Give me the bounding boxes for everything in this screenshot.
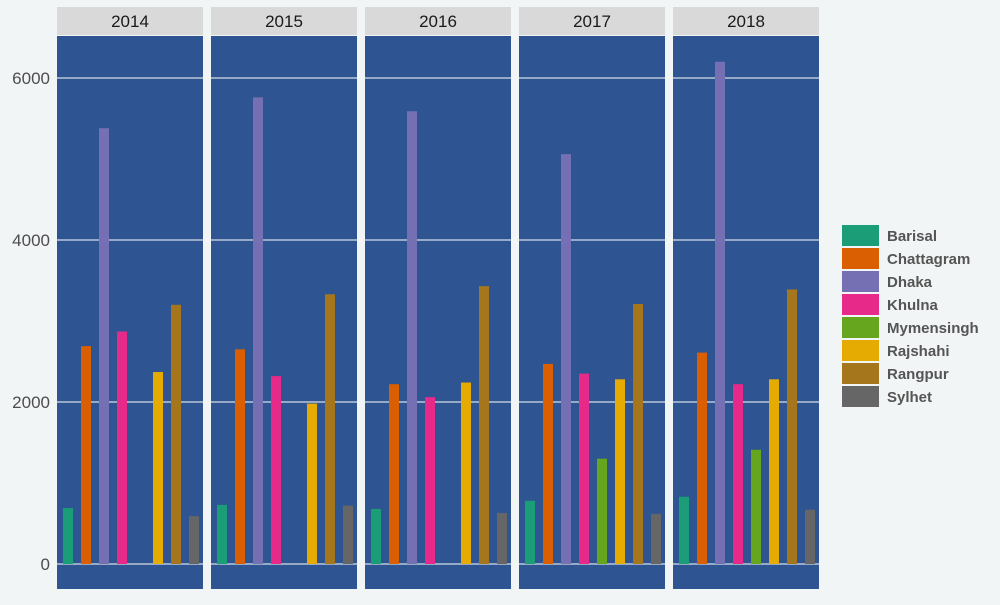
bar-dhaka-2014 xyxy=(99,128,109,564)
facet-strip-2018 xyxy=(673,7,819,35)
bar-rangpur-2018 xyxy=(787,289,797,564)
facet-label-2018: 2018 xyxy=(727,12,765,31)
y-tick-label: 0 xyxy=(41,555,50,574)
bar-rajshahi-2018 xyxy=(769,379,779,564)
legend-key-sylhet xyxy=(842,386,879,407)
panel-2018 xyxy=(673,36,819,589)
legend-label-dhaka: Dhaka xyxy=(887,274,933,291)
bar-mymensingh-2018 xyxy=(751,449,761,564)
legend-key-chattagram xyxy=(842,248,879,269)
panel-2017 xyxy=(519,36,665,589)
facet-strip-2017 xyxy=(519,7,665,35)
legend-label-barisal: Barisal xyxy=(887,228,937,245)
panel-2016 xyxy=(365,36,511,589)
bar-chattagram-2014 xyxy=(81,346,91,564)
bar-sylhet-2017 xyxy=(651,513,661,564)
bar-chattagram-2017 xyxy=(543,363,553,564)
bar-khulna-2016 xyxy=(425,397,435,564)
bar-sylhet-2014 xyxy=(189,516,199,564)
panel-2014 xyxy=(57,36,203,589)
bar-chattagram-2015 xyxy=(235,349,245,564)
bar-barisal-2017 xyxy=(525,500,535,564)
bar-rajshahi-2017 xyxy=(615,379,625,564)
bar-barisal-2018 xyxy=(679,496,689,564)
bar-sylhet-2015 xyxy=(343,505,353,564)
legend-label-mymensingh: Mymensingh xyxy=(887,320,979,337)
bar-barisal-2015 xyxy=(217,504,227,564)
bar-rangpur-2015 xyxy=(325,294,335,564)
bar-khulna-2015 xyxy=(271,376,281,564)
panel-2015 xyxy=(211,36,357,589)
bar-dhaka-2017 xyxy=(561,154,571,564)
bar-dhaka-2015 xyxy=(253,97,263,564)
bar-rangpur-2016 xyxy=(479,286,489,564)
facet-label-2016: 2016 xyxy=(419,12,457,31)
y-tick-label: 4000 xyxy=(12,231,50,250)
bar-dhaka-2018 xyxy=(715,61,725,565)
legend-key-rangpur xyxy=(842,363,879,384)
y-tick-label: 2000 xyxy=(12,393,50,412)
facet-strip-2016 xyxy=(365,7,511,35)
legend-label-rangpur: Rangpur xyxy=(887,366,949,383)
bar-rangpur-2017 xyxy=(633,303,643,564)
bar-rangpur-2014 xyxy=(171,304,181,564)
legend-key-rajshahi xyxy=(842,340,879,361)
legend-label-khulna: Khulna xyxy=(887,297,938,314)
facet-label-2015: 2015 xyxy=(265,12,303,31)
bar-dhaka-2016 xyxy=(407,111,417,565)
bar-khulna-2017 xyxy=(579,373,589,564)
bar-sylhet-2018 xyxy=(805,509,815,564)
legend-label-chattagram: Chattagram xyxy=(887,251,970,268)
bar-rajshahi-2016 xyxy=(461,382,471,564)
facet-label-2014: 2014 xyxy=(111,12,149,31)
bar-barisal-2016 xyxy=(371,508,381,564)
bar-mymensingh-2017 xyxy=(597,458,607,564)
bar-rajshahi-2014 xyxy=(153,372,163,564)
legend-key-barisal xyxy=(842,225,879,246)
legend-label-rajshahi: Rajshahi xyxy=(887,343,950,360)
legend-key-khulna xyxy=(842,294,879,315)
facet-label-2017: 2017 xyxy=(573,12,611,31)
bar-chattagram-2018 xyxy=(697,352,707,564)
bar-chattagram-2016 xyxy=(389,384,399,564)
legend-label-sylhet: Sylhet xyxy=(887,389,932,406)
bar-khulna-2018 xyxy=(733,384,743,564)
bar-sylhet-2016 xyxy=(497,512,507,564)
legend-key-mymensingh xyxy=(842,317,879,338)
y-tick-label: 6000 xyxy=(12,69,50,88)
bar-barisal-2014 xyxy=(63,508,73,564)
facet-strip-2014 xyxy=(57,7,203,35)
legend-key-dhaka xyxy=(842,271,879,292)
bar-rajshahi-2015 xyxy=(307,403,317,564)
bar-khulna-2014 xyxy=(117,331,127,564)
facet-strip-2015 xyxy=(211,7,357,35)
